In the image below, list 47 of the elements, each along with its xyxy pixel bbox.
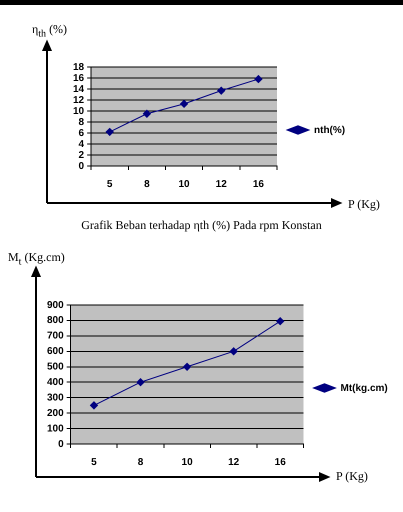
y-tick-label: 12	[73, 94, 85, 106]
y-tick-label: 14	[73, 84, 85, 95]
x-tick-label: 5	[91, 456, 98, 468]
x-tick-label: 12	[216, 178, 228, 190]
x-axis-title: P (Kg)	[348, 197, 380, 212]
y-tick-label: 4	[78, 138, 85, 150]
point	[180, 100, 188, 108]
x-tick-label: 10	[178, 178, 190, 190]
x-tick-label: 8	[138, 456, 144, 468]
text: Grafik Beban terhadap ηth (%) Pada rpm Konstan	[80, 218, 323, 233]
y-tick-label: 10	[73, 106, 85, 117]
y-tick-label: 2	[78, 150, 85, 161]
y-axis-title: η$_{th}$ (%)	[32, 22, 68, 40]
y-tick-label: 6	[78, 128, 85, 139]
x-axis-title: P (Kg)	[336, 469, 368, 484]
y-tick-label: 0	[78, 160, 85, 172]
x-tick-label: 10	[182, 456, 194, 468]
y-tick-label: 8	[78, 116, 85, 128]
legend-label: Mt(kg.cm)	[340, 382, 388, 394]
y-tick-label: 700	[46, 330, 64, 342]
y-tick-label: 18	[73, 62, 85, 73]
point	[136, 378, 145, 386]
y-tick-label: 800	[46, 315, 64, 326]
y-tick-label: 400	[46, 376, 64, 388]
y-tick-label: 200	[46, 408, 64, 419]
x-tick-label: 16	[252, 178, 264, 190]
y-tick-label: 0	[58, 438, 64, 450]
x-tick-label: 12	[228, 456, 240, 468]
point	[230, 347, 238, 356]
y-tick-label: 100	[46, 423, 64, 434]
y-tick-label: 900	[46, 300, 64, 311]
point	[217, 86, 226, 95]
x-tick-label: 16	[274, 456, 286, 468]
legend-label: nth(%)	[314, 124, 346, 136]
y-tick-label: 500	[46, 362, 64, 373]
point	[90, 401, 98, 410]
x-tick-label: 8	[144, 178, 150, 190]
point	[183, 362, 192, 371]
point	[142, 110, 151, 118]
y-tick-label: 300	[46, 392, 64, 404]
y-axis-title: M$_{t}$ (Kg.cm)	[8, 250, 65, 268]
y-tick-label: 16	[73, 72, 85, 84]
y-tick-label: 600	[46, 346, 64, 358]
point	[106, 128, 114, 136]
point	[254, 75, 262, 84]
point	[276, 317, 284, 326]
x-tick-label: 5	[106, 178, 113, 190]
